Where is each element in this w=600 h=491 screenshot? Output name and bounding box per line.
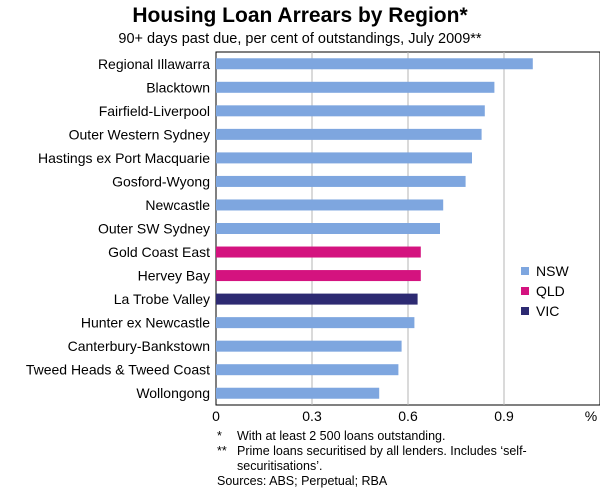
- category-label-11: Hunter ex Newcastle: [81, 315, 210, 331]
- x-axis-ticks: 0 0.3 0.6 0.9: [212, 408, 514, 424]
- category-label-7: Outer SW Sydney: [98, 221, 210, 237]
- bar-2: [216, 105, 485, 117]
- bar-5: [216, 175, 466, 187]
- bar-9: [216, 270, 421, 282]
- legend-swatch-vic: [521, 307, 529, 315]
- footnote-2-mark: **: [217, 444, 227, 458]
- legend-swatch-nsw: [521, 267, 529, 275]
- footnote-2: ** Prime loans securitised by all lender…: [217, 444, 577, 474]
- sources: Sources: ABS; Perpetual; RBA: [217, 474, 388, 488]
- category-labels: Regional Illawarra Blacktown Fairfield-Liv…: [26, 56, 210, 401]
- bar-11: [216, 317, 415, 329]
- category-label-14: Wollongong: [136, 385, 210, 401]
- bar-6: [216, 199, 444, 211]
- legend-label-vic: VIC: [536, 303, 559, 319]
- footnotes: * With at least 2 500 loans outstanding.…: [217, 429, 577, 489]
- chart-title: Housing Loan Arrears by Region*: [132, 4, 468, 27]
- category-label-1: Blacktown: [146, 79, 210, 95]
- footnote-2-text: Prime loans securitised by all lenders. …: [237, 444, 527, 473]
- category-label-3: Outer Western Sydney: [69, 126, 210, 142]
- category-label-10: La Trobe Valley: [114, 291, 210, 307]
- bar-3: [216, 128, 482, 140]
- legend-label-qld: QLD: [536, 283, 565, 299]
- x-tick-0: 0: [212, 408, 220, 424]
- bars: [216, 58, 533, 399]
- category-label-4: Hastings ex Port Macquarie: [38, 150, 210, 166]
- chart-subtitle: 90+ days past due, per cent of outstandi…: [118, 31, 482, 47]
- category-label-13: Tweed Heads & Tweed Coast: [26, 362, 210, 378]
- bar-4: [216, 152, 472, 164]
- category-label-8: Gold Coast East: [108, 244, 210, 260]
- x-tick-1: 0.3: [302, 408, 322, 424]
- footnote-1: * With at least 2 500 loans outstanding.: [217, 429, 577, 444]
- bar-14: [216, 387, 380, 399]
- legend: NSW QLD VIC: [521, 263, 569, 319]
- bar-1: [216, 81, 495, 93]
- category-label-5: Gosford-Wyong: [112, 173, 210, 189]
- category-label-6: Newcastle: [145, 197, 210, 213]
- arrears-chart: Housing Loan Arrears by Region* 90+ days…: [26, 4, 600, 424]
- legend-swatch-qld: [521, 287, 529, 295]
- category-label-2: Fairfield-Liverpool: [99, 103, 210, 119]
- bar-13: [216, 364, 399, 376]
- x-tick-3: 0.9: [494, 408, 514, 424]
- category-label-12: Canterbury-Bankstown: [68, 338, 210, 354]
- bar-0: [216, 58, 533, 70]
- category-label-9: Hervey Bay: [138, 268, 210, 284]
- bar-8: [216, 246, 421, 258]
- category-label-0: Regional Illawarra: [98, 56, 210, 72]
- legend-label-nsw: NSW: [536, 263, 569, 279]
- footnote-1-text: With at least 2 500 loans outstanding.: [237, 429, 446, 443]
- x-axis-unit: %: [585, 408, 597, 424]
- bar-10: [216, 293, 418, 305]
- bar-7: [216, 223, 440, 234]
- footnote-1-mark: *: [217, 429, 222, 443]
- bar-12: [216, 340, 402, 352]
- x-tick-2: 0.6: [398, 408, 418, 424]
